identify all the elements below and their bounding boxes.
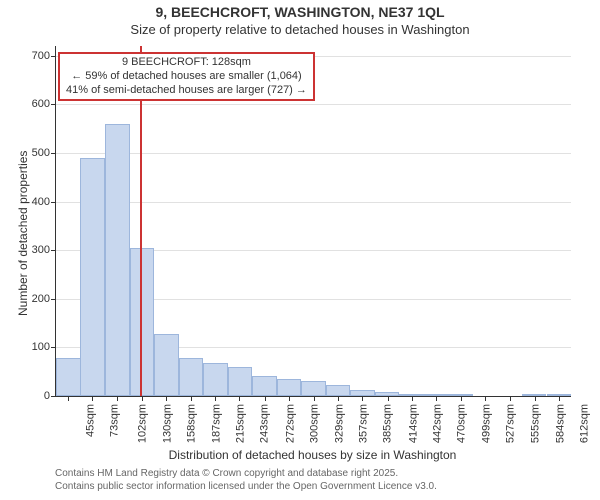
ytick-label: 400: [32, 196, 56, 208]
xtick-label: 555sqm: [529, 404, 541, 443]
ytick-label: 100: [32, 341, 56, 353]
xtick-label: 357sqm: [358, 404, 370, 443]
histogram-bar: [522, 394, 547, 396]
xtick-label: 612sqm: [578, 404, 590, 443]
xtick-mark: [265, 396, 266, 401]
xtick-label: 414sqm: [407, 404, 419, 443]
xtick-mark: [239, 396, 240, 401]
ytick-label: 600: [32, 98, 56, 110]
ytick-label: 700: [32, 50, 56, 62]
histogram-bar: [105, 124, 130, 396]
histogram-bar: [154, 334, 179, 396]
xtick-mark: [388, 396, 389, 401]
histogram-bar: [228, 367, 253, 396]
xtick-label: 499sqm: [481, 404, 493, 443]
callout-line3: 41% of semi-detached houses are larger (…: [66, 84, 307, 98]
callout-line2: ← 59% of detached houses are smaller (1,…: [66, 70, 307, 84]
footer-line1: Contains HM Land Registry data © Crown c…: [55, 468, 437, 481]
xtick-mark: [191, 396, 192, 401]
xtick-mark: [436, 396, 437, 401]
histogram-bar: [56, 358, 81, 396]
histogram-bar: [203, 363, 228, 396]
xtick-label: 187sqm: [211, 404, 223, 443]
chart-title-line2: Size of property relative to detached ho…: [0, 22, 600, 37]
xtick-mark: [559, 396, 560, 401]
xtick-label: 584sqm: [554, 404, 566, 443]
y-axis-title: Number of detached properties: [16, 151, 30, 316]
xtick-label: 130sqm: [161, 404, 173, 443]
xtick-label: 442sqm: [431, 404, 443, 443]
gridline-h: [56, 104, 571, 105]
xtick-label: 102sqm: [137, 404, 149, 443]
xtick-label: 329sqm: [333, 404, 345, 443]
x-axis-title: Distribution of detached houses by size …: [55, 448, 570, 462]
xtick-label: 385sqm: [382, 404, 394, 443]
xtick-mark: [338, 396, 339, 401]
xtick-mark: [535, 396, 536, 401]
callout-box: 9 BEECHCROFT: 128sqm← 59% of detached ho…: [58, 52, 315, 101]
xtick-label: 300sqm: [308, 404, 320, 443]
histogram-bar: [277, 379, 302, 396]
xtick-mark: [461, 396, 462, 401]
ytick-label: 500: [32, 147, 56, 159]
histogram-bar: [424, 394, 449, 396]
histogram-bar: [399, 394, 424, 396]
xtick-mark: [142, 396, 143, 401]
histogram-bar: [448, 394, 473, 396]
ytick-label: 0: [44, 390, 56, 402]
xtick-label: 470sqm: [456, 404, 468, 443]
xtick-mark: [485, 396, 486, 401]
xtick-label: 215sqm: [235, 404, 247, 443]
histogram-bar: [80, 158, 105, 396]
histogram-bar: [326, 385, 351, 396]
xtick-label: 527sqm: [505, 404, 517, 443]
histogram-bar: [350, 390, 375, 396]
xtick-label: 158sqm: [185, 404, 197, 443]
xtick-label: 272sqm: [284, 404, 296, 443]
footer-line2: Contains public sector information licen…: [55, 481, 437, 494]
xtick-mark: [510, 396, 511, 401]
xtick-label: 243sqm: [259, 404, 271, 443]
histogram-bar: [375, 392, 400, 396]
footer-note: Contains HM Land Registry data © Crown c…: [55, 468, 437, 493]
chart-title-line1: 9, BEECHCROFT, WASHINGTON, NE37 1QL: [0, 4, 600, 20]
xtick-label: 73sqm: [109, 404, 121, 437]
histogram-bar: [252, 376, 277, 396]
plot-area: 010020030040050060070045sqm73sqm102sqm13…: [55, 46, 571, 397]
xtick-mark: [215, 396, 216, 401]
ytick-label: 300: [32, 244, 56, 256]
gridline-h: [56, 153, 571, 154]
histogram-bar: [547, 394, 572, 396]
callout-title: 9 BEECHCROFT: 128sqm: [66, 56, 307, 70]
xtick-mark: [166, 396, 167, 401]
gridline-h: [56, 202, 571, 203]
xtick-mark: [117, 396, 118, 401]
xtick-mark: [362, 396, 363, 401]
xtick-mark: [314, 396, 315, 401]
xtick-label: 45sqm: [85, 404, 97, 437]
xtick-mark: [289, 396, 290, 401]
xtick-mark: [68, 396, 69, 401]
xtick-mark: [412, 396, 413, 401]
figure: 9, BEECHCROFT, WASHINGTON, NE37 1QL Size…: [0, 0, 600, 500]
histogram-bar: [301, 381, 326, 396]
xtick-mark: [92, 396, 93, 401]
ytick-label: 200: [32, 293, 56, 305]
histogram-bar: [179, 358, 204, 396]
